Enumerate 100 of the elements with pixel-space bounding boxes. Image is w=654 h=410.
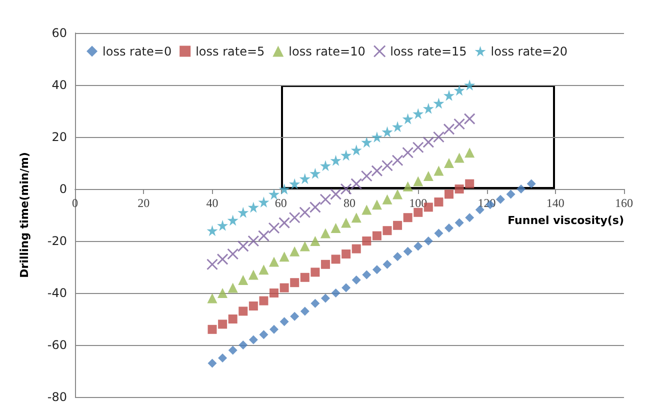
point	[496, 194, 505, 204]
point	[393, 252, 402, 262]
point	[320, 228, 330, 238]
point	[443, 123, 455, 135]
y-tick-label: 0	[59, 182, 67, 196]
point	[208, 358, 217, 368]
point	[248, 335, 258, 344]
point	[444, 224, 454, 232]
x-tick-label: 80	[344, 196, 356, 210]
point	[237, 240, 249, 252]
point	[423, 171, 434, 181]
point	[248, 235, 260, 247]
y-tick-label: 60	[52, 26, 67, 40]
point	[228, 314, 238, 324]
point	[392, 121, 404, 132]
point	[434, 166, 444, 176]
point	[454, 218, 464, 228]
point	[206, 258, 218, 270]
point	[217, 220, 228, 231]
point	[371, 165, 383, 177]
point	[340, 183, 352, 195]
point	[300, 241, 310, 252]
point	[248, 202, 259, 213]
point	[331, 254, 340, 264]
point	[381, 160, 393, 172]
point	[288, 212, 300, 224]
point	[412, 108, 424, 120]
point	[238, 340, 248, 350]
point	[392, 189, 403, 200]
legend-label: loss rate=0	[102, 44, 172, 58]
point	[433, 98, 444, 109]
point	[506, 190, 516, 199]
point	[309, 201, 321, 213]
point	[216, 253, 228, 265]
point	[330, 223, 341, 233]
point	[341, 218, 352, 228]
point	[300, 272, 310, 282]
point	[412, 142, 424, 154]
point	[403, 213, 412, 222]
y-tick-label: 40	[52, 78, 67, 92]
point	[422, 136, 434, 148]
point	[372, 265, 382, 274]
point	[238, 306, 248, 316]
point	[382, 260, 392, 269]
point	[454, 84, 465, 96]
point	[320, 260, 330, 269]
point	[331, 288, 340, 298]
point	[289, 178, 300, 190]
point	[351, 212, 362, 223]
point	[280, 317, 289, 326]
point	[414, 242, 423, 251]
point	[352, 244, 361, 254]
point	[228, 346, 238, 355]
point	[444, 90, 455, 101]
point	[372, 200, 382, 210]
point	[382, 226, 392, 236]
point	[350, 144, 362, 156]
point	[516, 184, 526, 194]
point	[258, 264, 269, 275]
point	[238, 206, 249, 218]
point	[248, 270, 258, 280]
point	[218, 288, 228, 298]
point	[371, 132, 382, 142]
point	[402, 113, 414, 124]
y-tick-label: -20	[47, 234, 67, 248]
point	[403, 246, 412, 256]
point	[330, 154, 342, 166]
point	[362, 236, 372, 246]
point	[268, 188, 280, 200]
point	[320, 160, 331, 172]
point	[342, 283, 351, 292]
point	[320, 294, 330, 303]
x-tick-label: 20	[138, 196, 150, 210]
point	[413, 176, 424, 186]
point	[278, 217, 290, 229]
point	[228, 282, 238, 293]
point	[270, 324, 279, 334]
point	[269, 256, 280, 267]
point	[310, 236, 320, 246]
point	[290, 278, 300, 288]
point	[464, 113, 476, 125]
point	[464, 148, 475, 158]
point	[342, 250, 351, 258]
point	[227, 248, 239, 260]
legend-label: loss rate=15	[390, 44, 467, 58]
point	[330, 188, 342, 200]
point	[402, 181, 413, 192]
point	[454, 184, 464, 194]
x-tick-label: 100	[409, 196, 428, 210]
point	[280, 283, 289, 292]
point	[361, 136, 372, 148]
x-tick-label: 160	[615, 196, 633, 210]
point	[424, 236, 433, 246]
point	[299, 173, 310, 184]
point	[208, 324, 217, 334]
point	[372, 231, 382, 240]
point	[268, 222, 280, 234]
point	[218, 320, 228, 329]
point	[259, 330, 268, 340]
point	[414, 208, 423, 217]
